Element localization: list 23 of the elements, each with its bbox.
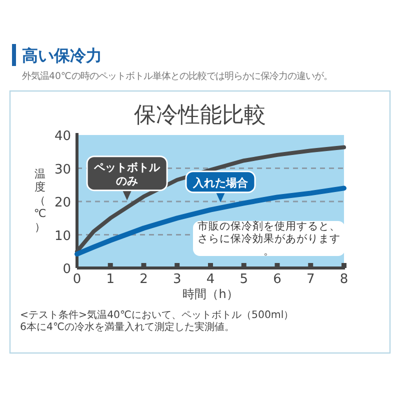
text: 外気温40℃の時のペットボトル単体との比較では明らかに保冷力の違いが。 [22, 71, 332, 82]
x-tick-label: 6 [273, 272, 282, 287]
x-tick-label: 7 [306, 272, 315, 287]
x-tick-label: 3 [172, 272, 182, 287]
x-tick-label: 8 [340, 272, 348, 287]
x-tick-label: 4 [206, 272, 215, 287]
annotation: 市販の保冷剤を使用すると、さらに保冷効果があがります。 [198, 219, 340, 258]
x-tick-label: 0 [72, 272, 82, 287]
y-tick-label: 40 [54, 129, 71, 144]
series-label: ペットボトルのみ [93, 161, 162, 188]
y-tick-label: 0 [62, 262, 71, 277]
x-tick-label: 5 [240, 272, 248, 287]
series-label: 入れた場合 [192, 176, 250, 190]
x-axis-title: 時間（h） [182, 287, 238, 301]
y-tick-label: 30 [54, 162, 71, 178]
text: <テスト条件>気温40℃において、ペットボトル（500ml）6本に4℃の冷水を満量入れて測定した実測値。 [20, 309, 294, 334]
x-tick-label: 1 [106, 272, 115, 287]
y-axis-title: 温度（℃） [34, 168, 46, 234]
chart-title: 保冷性能比較 [134, 103, 266, 128]
text: 高い保冷力 [22, 46, 102, 65]
y-tick-label: 10 [54, 228, 71, 244]
x-tick-label: 2 [140, 272, 148, 287]
y-tick-label: 20 [54, 196, 71, 210]
